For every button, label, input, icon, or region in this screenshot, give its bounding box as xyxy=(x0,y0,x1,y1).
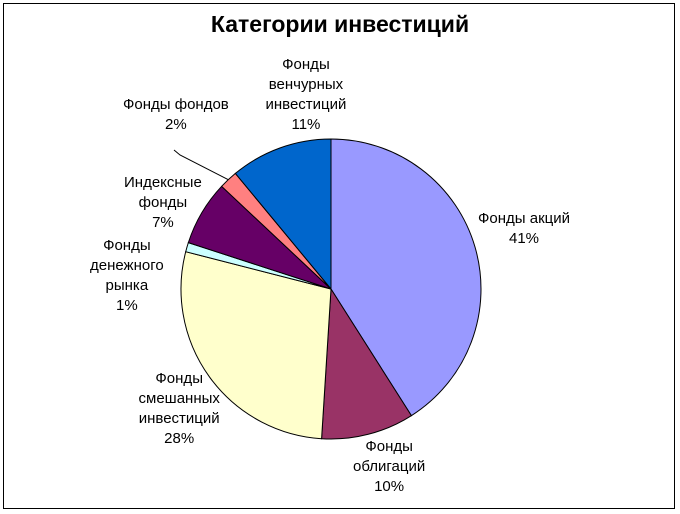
data-label-line: инвестиций xyxy=(265,96,347,113)
data-label-line: Индексные xyxy=(124,174,202,191)
data-label-percent: 2% xyxy=(165,116,187,133)
data-label-line: Фонды xyxy=(365,438,413,455)
data-label-line: Фонды xyxy=(282,56,330,73)
data-label: Фонды фондов 2% xyxy=(123,95,229,135)
data-label-line: инвестиций xyxy=(138,410,220,427)
data-label-line: Фонды xyxy=(103,237,151,254)
data-label-percent: 11% xyxy=(291,116,321,133)
data-label-line: денежного xyxy=(90,257,164,274)
data-label: Фонды облигаций 10% xyxy=(353,437,425,497)
data-label: Фонды денежного рынка 1% xyxy=(90,236,164,316)
data-label-percent: 28% xyxy=(164,430,195,447)
data-label-line: смешанных xyxy=(138,390,220,407)
data-label-percent: 1% xyxy=(116,297,138,314)
data-label-line: облигаций xyxy=(353,458,426,475)
data-label-line: Фонды фондов xyxy=(123,96,229,113)
pie-slice xyxy=(321,287,413,440)
data-label-percent: 10% xyxy=(374,478,405,495)
leader-line xyxy=(173,149,229,181)
data-label-line: рынка xyxy=(105,277,149,294)
data-label-line: Фонды xyxy=(155,370,203,387)
pie-slice xyxy=(234,138,332,291)
chart-title: Категории инвестиций xyxy=(210,11,470,37)
data-label: Фонды венчурных инвестиций 11% xyxy=(266,55,347,135)
data-label: Фонды смешанных инвестиций 28% xyxy=(139,369,220,449)
pie-slice xyxy=(330,138,482,417)
data-label-percent: 7% xyxy=(152,214,174,231)
data-label-line: фонды xyxy=(138,194,188,211)
data-label-line: Фонды акций xyxy=(478,210,570,227)
pie-slice xyxy=(180,251,332,440)
data-label-percent: 41% xyxy=(508,230,540,247)
data-label-line: венчурных xyxy=(268,76,344,93)
data-label: Индексные фонды 7% xyxy=(124,173,202,233)
data-label: Фонды акций 41% xyxy=(478,209,570,249)
